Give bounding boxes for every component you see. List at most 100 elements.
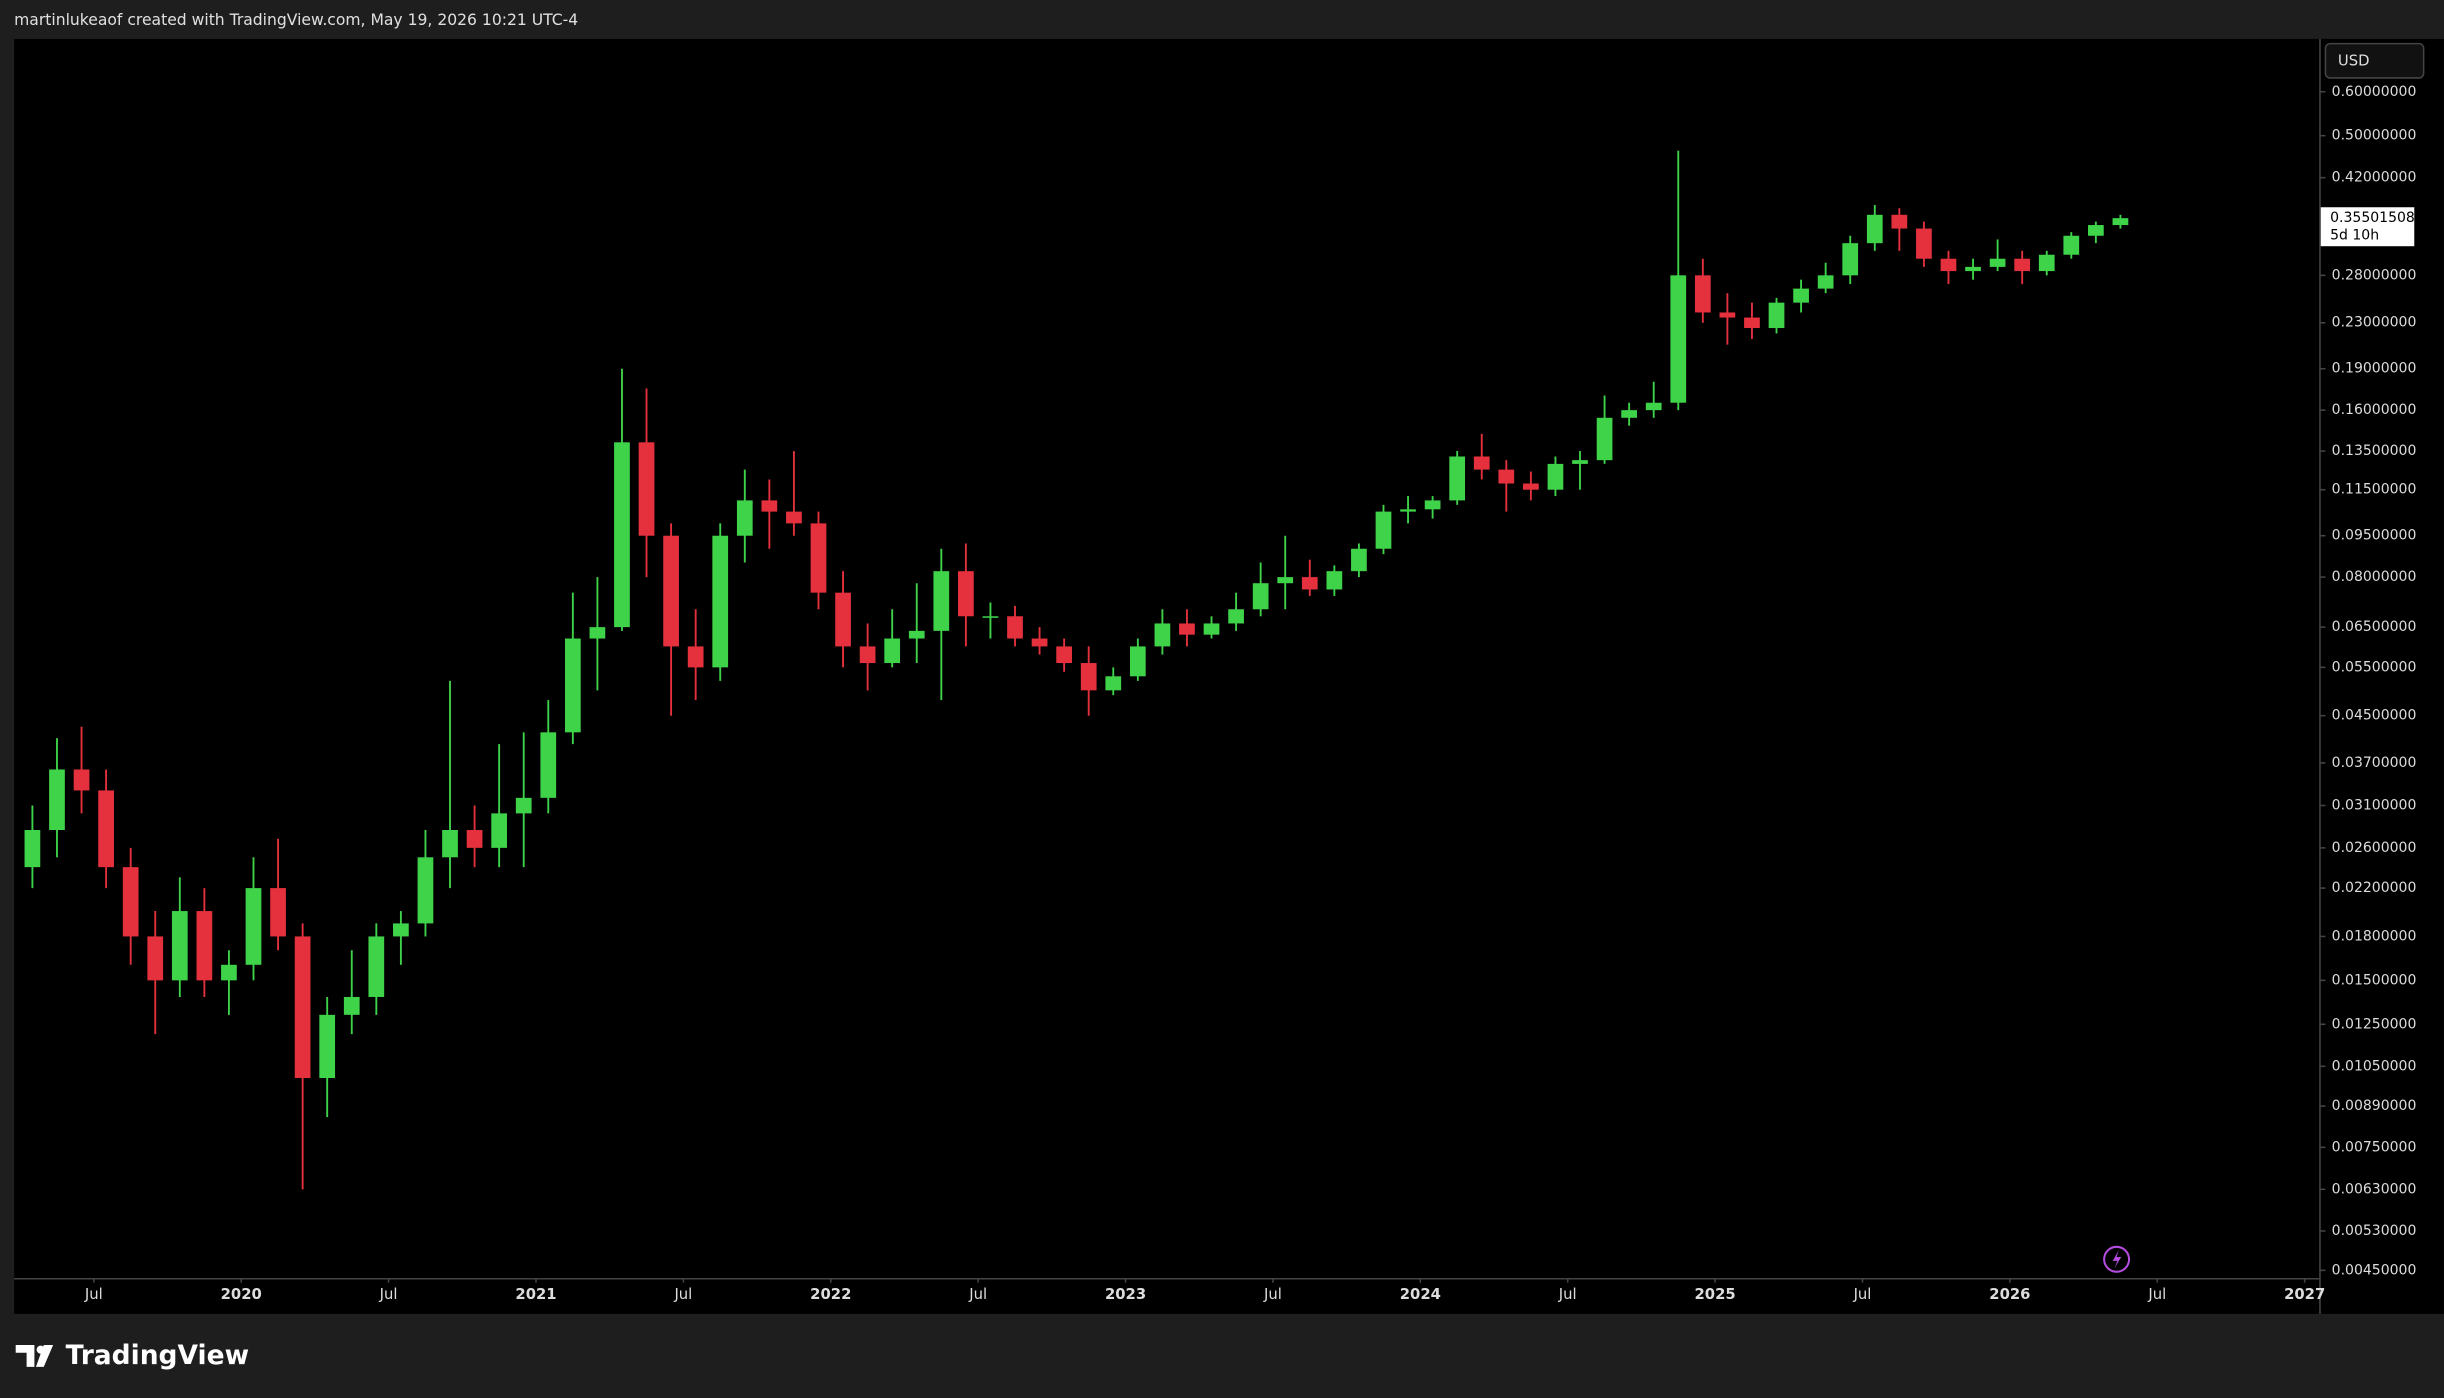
candle-body [1473, 456, 1490, 470]
x-tick-label: Jul [2147, 1286, 2166, 1303]
candle-body [1768, 302, 1785, 329]
candle-body [1572, 460, 1588, 464]
brand-logo [15, 1345, 54, 1367]
candle-body [417, 857, 434, 924]
candle-body [319, 1014, 336, 1079]
candle-body [1105, 676, 1122, 691]
candle-body [466, 830, 483, 848]
x-tick-label: 2021 [515, 1286, 556, 1303]
candle-body [1031, 638, 1048, 647]
candle-body [638, 442, 655, 536]
candle-body [1940, 258, 1957, 272]
candle-body [2014, 258, 2031, 272]
candle-body [343, 996, 360, 1015]
candle-body [810, 523, 827, 593]
x-tick-label: 2026 [1989, 1286, 2030, 1303]
candle-body [73, 769, 90, 791]
candle-body [1203, 623, 1220, 635]
candle-body [1842, 243, 1859, 276]
y-tick-label: 0.01250000 [2332, 1016, 2417, 1032]
logo-dot [36, 1345, 45, 1354]
x-tick-label: Jul [1263, 1286, 1282, 1303]
countdown-label: 5d 10h [2330, 227, 2379, 243]
candle-body [1351, 548, 1367, 572]
x-tick-label: 2023 [1105, 1286, 1146, 1303]
brand-name: TradingView [66, 1340, 249, 1371]
y-tick-label: 0.02600000 [2332, 840, 2417, 856]
candle-body [1252, 583, 1269, 610]
y-tick-label: 0.03700000 [2332, 755, 2417, 771]
candle-body [368, 936, 385, 997]
candle-body [1375, 511, 1392, 549]
x-tick-label: 2027 [2284, 1286, 2325, 1303]
candle-body [171, 911, 188, 981]
x-tick-label: 2022 [810, 1286, 851, 1303]
x-tick-label: Jul [84, 1286, 103, 1303]
y-tick-label: 0.60000000 [2332, 84, 2417, 100]
y-tick-label: 0.08000000 [2332, 569, 2417, 585]
candle-body [761, 500, 778, 512]
candle-body [49, 769, 65, 831]
y-tick-label: 0.01500000 [2332, 972, 2417, 988]
y-tick-label: 0.19000000 [2332, 361, 2417, 377]
candle-body [933, 571, 950, 631]
x-tick-label: Jul [673, 1286, 692, 1303]
candle-body [1670, 275, 1687, 403]
candle-body [196, 911, 213, 981]
y-tick-label: 0.11500000 [2332, 482, 2417, 498]
y-tick-label: 0.02200000 [2332, 880, 2417, 896]
candle-body [663, 535, 679, 647]
candle-body [491, 813, 508, 848]
candle-body [221, 964, 237, 981]
y-tick-label: 0.23000000 [2332, 315, 2417, 331]
price-axis [2319, 38, 2444, 1314]
icon-bolt [2112, 1249, 2122, 1269]
y-tick-label: 0.06500000 [2332, 619, 2417, 635]
last-price-box [2320, 207, 2415, 247]
candle-body [1989, 258, 2006, 267]
candle-body [1056, 646, 1072, 664]
candle-body [1277, 577, 1294, 584]
y-tick-label: 0.28000000 [2332, 267, 2417, 283]
candle-body [1719, 312, 1736, 318]
candles [24, 150, 2129, 1190]
candle-body [1621, 410, 1637, 418]
candle-body [589, 627, 606, 639]
candle-body [982, 616, 999, 618]
lightning-icon[interactable] [2103, 1245, 2131, 1273]
last-price-label: 0.35501508 [2330, 210, 2415, 226]
y-tick-label: 0.00630000 [2332, 1181, 2417, 1197]
y-tick-label: 0.01050000 [2332, 1058, 2417, 1074]
candle-body [1179, 623, 1195, 635]
candle-body [859, 646, 876, 664]
candle-body [1080, 663, 1097, 691]
candle-body [1645, 402, 1662, 411]
y-tick-label: 0.05500000 [2332, 659, 2417, 675]
candle-body [515, 797, 532, 814]
y-tick-label: 0.00530000 [2332, 1223, 2417, 1239]
x-tick-label: Jul [968, 1286, 987, 1303]
candle-body [736, 500, 753, 536]
candle-body [24, 830, 41, 868]
candle-body [1424, 500, 1441, 510]
candle-body [958, 571, 974, 617]
x-tick-label: 2020 [221, 1286, 262, 1303]
candle-body [122, 867, 139, 937]
y-tick-label: 0.01800000 [2332, 928, 2417, 944]
candle-body [1866, 214, 1883, 244]
candle-body [1326, 571, 1343, 590]
x-tick-label: Jul [1853, 1286, 1872, 1303]
x-tick-label: 2024 [1400, 1286, 1441, 1303]
candle-body [1547, 463, 1564, 490]
icon-ring [2103, 1245, 2131, 1273]
currency-box[interactable] [2324, 42, 2425, 79]
y-tick-label: 0.04500000 [2332, 708, 2417, 724]
y-tick-label: 0.50000000 [2332, 128, 2417, 144]
candle-body [1694, 275, 1711, 313]
candle-body [1891, 214, 1908, 229]
y-tick-label: 0.42000000 [2332, 170, 2417, 186]
candle-body [294, 936, 311, 1079]
candle-body [2088, 225, 2104, 236]
